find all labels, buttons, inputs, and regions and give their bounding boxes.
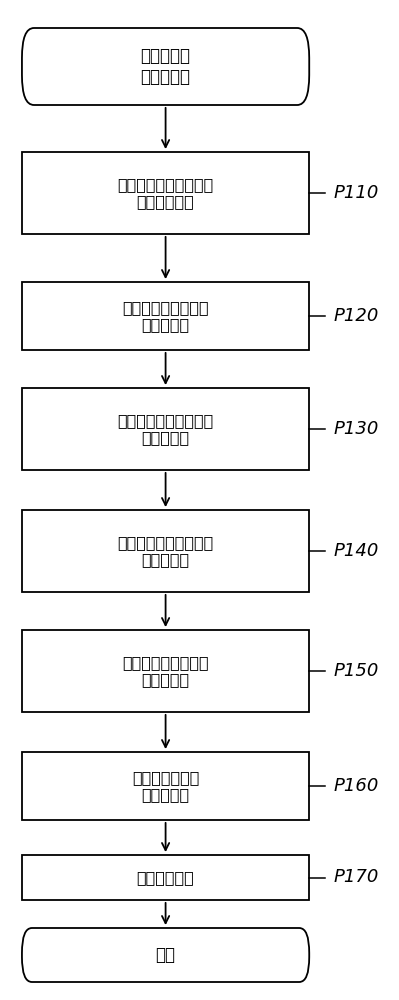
Text: 在半导体层的表面形成
肖特基电极: 在半导体层的表面形成 肖特基电极 xyxy=(117,535,214,567)
Text: 完成: 完成 xyxy=(156,946,176,964)
Text: 通过湿式蚀刻在绝缘层
形成开口部: 通过湿式蚀刻在绝缘层 形成开口部 xyxy=(117,413,214,445)
Bar xyxy=(22,388,309,470)
FancyBboxPatch shape xyxy=(22,928,309,982)
Text: 形成背面电极: 形成背面电极 xyxy=(137,870,194,885)
Text: 在半导体层的界面上
形成绝缘层: 在半导体层的界面上 形成绝缘层 xyxy=(122,300,209,332)
Bar xyxy=(22,855,309,900)
Text: 通过外延生长在基板上
形成半导体层: 通过外延生长在基板上 形成半导体层 xyxy=(117,177,214,209)
Text: P150: P150 xyxy=(333,662,379,680)
Text: P160: P160 xyxy=(333,777,379,795)
Bar xyxy=(22,630,309,712)
Bar xyxy=(22,752,309,820)
Bar xyxy=(22,152,309,234)
Bar xyxy=(22,510,309,592)
Text: P110: P110 xyxy=(333,184,379,202)
Text: 半导体装置
的制造方法: 半导体装置 的制造方法 xyxy=(140,47,191,86)
Text: P130: P130 xyxy=(333,420,379,438)
FancyBboxPatch shape xyxy=(22,28,309,105)
Text: P140: P140 xyxy=(333,542,379,560)
Text: 在阻挡金属层上
层叠配线层: 在阻挡金属层上 层叠配线层 xyxy=(132,770,199,802)
Text: P120: P120 xyxy=(333,307,379,325)
Bar xyxy=(22,282,309,350)
Text: P170: P170 xyxy=(333,868,379,886)
Text: 在肖特基电极上层叠
阻挡金属层: 在肖特基电极上层叠 阻挡金属层 xyxy=(122,655,209,687)
